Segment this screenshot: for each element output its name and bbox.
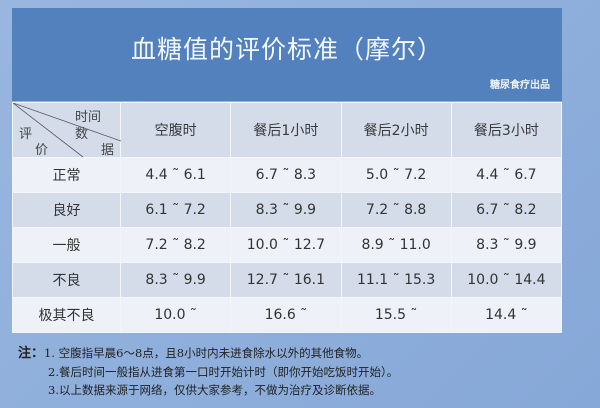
table-row: 一般 7.2 ˜ 8.2 10.0 ˜ 12.7 8.9 ˜ 11.0 8.3 … <box>12 227 563 263</box>
column-header: 餐后1小时 <box>230 102 342 158</box>
column-header: 空腹时 <box>119 102 232 158</box>
table-row: 正常 4.4 ˜ 6.1 6.7 ˜ 8.3 5.0 ˜ 7.2 4.4 ˜ 6… <box>12 157 563 193</box>
diagonal-lines <box>13 103 121 157</box>
corner-eval-label-1: 评 <box>19 127 33 142</box>
notes: 注：1. 空腹指早晨6～8点，且8小时内未进食除水以外的其他食物。 2.餐后时间… <box>18 344 398 399</box>
table-cell: 5.0 ˜ 7.2 <box>340 157 452 193</box>
table-cell: 4.4 ˜ 6.7 <box>450 157 563 193</box>
table-cell: 7.2 ˜ 8.8 <box>340 192 452 228</box>
note-item: 1. 空腹指早晨6～8点，且8小时内未进食除水以外的其他食物。 <box>44 346 369 360</box>
corner-data-label-2: 据 <box>101 143 115 158</box>
corner-data-label-1: 数 <box>75 127 89 142</box>
row-label: 正常 <box>12 157 121 193</box>
title-banner: 血糖值的评价标准（摩尔） 糖尿食疗出品 <box>12 8 562 101</box>
table-cell: 6.1 ˜ 7.2 <box>119 192 232 228</box>
table-cell: 10.0 ˜ 12.7 <box>230 227 342 263</box>
column-header: 餐后2小时 <box>340 102 452 158</box>
table-row: 极其不良 10.0 ˜ 16.6 ˜ 15.5 ˜ 14.4 ˜ <box>12 297 563 333</box>
corner-cell: 时间 数 据 评 价 <box>12 102 121 158</box>
corner-time-label: 时间 <box>75 110 102 125</box>
row-label: 一般 <box>12 227 121 263</box>
table-row: 良好 6.1 ˜ 7.2 8.3 ˜ 9.9 7.2 ˜ 8.8 6.7 ˜ 8… <box>12 192 563 228</box>
notes-label: 注： <box>18 346 45 361</box>
brand-label: 糖尿食疗出品 <box>490 80 550 91</box>
column-header: 餐后3小时 <box>450 102 563 158</box>
table-cell: 6.7 ˜ 8.3 <box>230 157 342 193</box>
page-title: 血糖值的评价标准（摩尔） <box>130 35 443 64</box>
table-cell: 12.7 ˜ 16.1 <box>230 262 342 298</box>
table-cell: 8.3 ˜ 9.9 <box>119 262 232 298</box>
table-cell: 8.9 ˜ 11.0 <box>340 227 452 263</box>
table-cell: 8.3 ˜ 9.9 <box>230 192 342 228</box>
row-label: 良好 <box>12 192 121 228</box>
table-row: 不良 8.3 ˜ 9.9 12.7 ˜ 16.1 11.1 ˜ 15.3 10.… <box>12 262 563 298</box>
note-item: 3.以上数据来源于网络，仅供大家参考，不做为治疗及诊断依据。 <box>48 383 381 397</box>
table-cell: 8.3 ˜ 9.9 <box>450 227 563 263</box>
table-cell: 14.4 ˜ <box>450 297 563 333</box>
table-cell: 15.5 ˜ <box>340 297 452 333</box>
note-item: 2.餐后时间一般指从进食第一口时开始计时（即你开始吃饭时开始）。 <box>48 365 399 379</box>
table-cell: 16.6 ˜ <box>230 297 342 333</box>
row-label: 极其不良 <box>12 297 121 333</box>
table-cell: 4.4 ˜ 6.1 <box>119 157 232 193</box>
table-cell: 6.7 ˜ 8.2 <box>450 192 563 228</box>
header-row: 时间 数 据 评 价 空腹时 餐后1小时 餐后2小时 餐后3小时 <box>12 102 563 158</box>
table-cell: 11.1 ˜ 15.3 <box>340 262 452 298</box>
table-cell: 10.0 ˜ <box>119 297 232 333</box>
corner-eval-label-2: 价 <box>35 143 49 158</box>
row-label: 不良 <box>12 262 121 298</box>
table-cell: 7.2 ˜ 8.2 <box>119 227 232 263</box>
table-cell: 10.0 ˜ 14.4 <box>450 262 563 298</box>
blood-sugar-table: 时间 数 据 评 价 空腹时 餐后1小时 餐后2小时 餐后3小时 正常 4.4 … <box>12 102 563 333</box>
